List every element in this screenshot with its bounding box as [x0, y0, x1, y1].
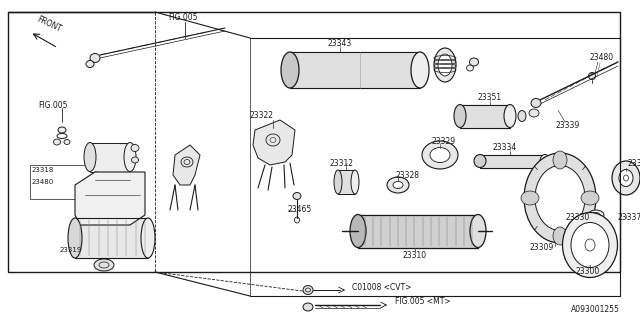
Ellipse shape	[518, 110, 526, 122]
Text: 23322: 23322	[250, 111, 274, 121]
Text: FIG.005: FIG.005	[38, 100, 67, 109]
Text: A093001255: A093001255	[571, 305, 620, 314]
Ellipse shape	[535, 165, 585, 230]
Text: 23480: 23480	[32, 179, 54, 185]
Ellipse shape	[588, 210, 604, 220]
Ellipse shape	[131, 157, 138, 163]
Text: 23465: 23465	[288, 205, 312, 214]
Ellipse shape	[592, 212, 600, 218]
Ellipse shape	[68, 218, 82, 258]
Text: 23319: 23319	[60, 247, 83, 253]
Ellipse shape	[124, 142, 136, 172]
Bar	[30, 165, 98, 199]
Ellipse shape	[470, 214, 486, 247]
Ellipse shape	[94, 259, 114, 271]
Ellipse shape	[467, 65, 474, 71]
Ellipse shape	[474, 155, 486, 167]
Ellipse shape	[553, 151, 567, 169]
Ellipse shape	[131, 145, 139, 151]
Ellipse shape	[581, 191, 599, 205]
Text: C01008 <CVT>: C01008 <CVT>	[352, 283, 412, 292]
Ellipse shape	[589, 73, 595, 79]
Ellipse shape	[334, 170, 342, 194]
Ellipse shape	[88, 175, 95, 180]
Ellipse shape	[281, 52, 299, 88]
Polygon shape	[90, 143, 130, 172]
Text: FRONT: FRONT	[35, 14, 62, 34]
Text: 23320: 23320	[628, 159, 640, 169]
Text: 23329: 23329	[432, 138, 456, 147]
Text: 23312: 23312	[330, 158, 354, 167]
Text: 23318: 23318	[32, 167, 54, 173]
Polygon shape	[253, 120, 295, 165]
Text: FIG.005: FIG.005	[168, 13, 198, 22]
Text: 23334: 23334	[493, 143, 517, 153]
Ellipse shape	[387, 177, 409, 193]
Polygon shape	[173, 145, 200, 185]
Text: 23328: 23328	[395, 171, 419, 180]
Ellipse shape	[529, 109, 539, 117]
Ellipse shape	[393, 181, 403, 188]
Polygon shape	[75, 172, 145, 225]
Text: 23337: 23337	[618, 213, 640, 222]
Ellipse shape	[84, 142, 96, 172]
Text: 23310: 23310	[403, 251, 427, 260]
Text: 23351: 23351	[478, 93, 502, 102]
Ellipse shape	[454, 105, 466, 127]
Ellipse shape	[90, 53, 100, 62]
Ellipse shape	[411, 52, 429, 88]
Text: 23330: 23330	[565, 213, 589, 222]
Text: 23343: 23343	[328, 39, 352, 49]
Ellipse shape	[531, 99, 541, 108]
Ellipse shape	[571, 222, 609, 268]
Ellipse shape	[54, 139, 61, 145]
Text: 23309: 23309	[530, 244, 554, 252]
Ellipse shape	[434, 48, 456, 82]
Text: 23300: 23300	[576, 268, 600, 276]
Ellipse shape	[430, 148, 450, 163]
Ellipse shape	[58, 127, 66, 133]
Bar	[8, 12, 620, 272]
Ellipse shape	[303, 303, 313, 311]
Ellipse shape	[563, 212, 618, 277]
Ellipse shape	[612, 161, 640, 195]
Ellipse shape	[303, 285, 313, 294]
Ellipse shape	[141, 218, 155, 258]
Ellipse shape	[470, 58, 479, 66]
Ellipse shape	[553, 227, 567, 245]
Ellipse shape	[422, 141, 458, 169]
Ellipse shape	[521, 191, 539, 205]
Ellipse shape	[619, 170, 633, 187]
Ellipse shape	[64, 140, 70, 145]
Ellipse shape	[92, 172, 100, 178]
Ellipse shape	[438, 54, 452, 76]
Ellipse shape	[293, 193, 301, 199]
Ellipse shape	[524, 153, 596, 243]
Ellipse shape	[504, 105, 516, 127]
Ellipse shape	[350, 214, 366, 247]
Ellipse shape	[86, 60, 94, 68]
Text: FIG.005 <MT>: FIG.005 <MT>	[395, 298, 451, 307]
Ellipse shape	[351, 170, 359, 194]
Text: 23480: 23480	[590, 53, 614, 62]
Text: 23339: 23339	[555, 121, 579, 130]
Ellipse shape	[540, 155, 550, 167]
